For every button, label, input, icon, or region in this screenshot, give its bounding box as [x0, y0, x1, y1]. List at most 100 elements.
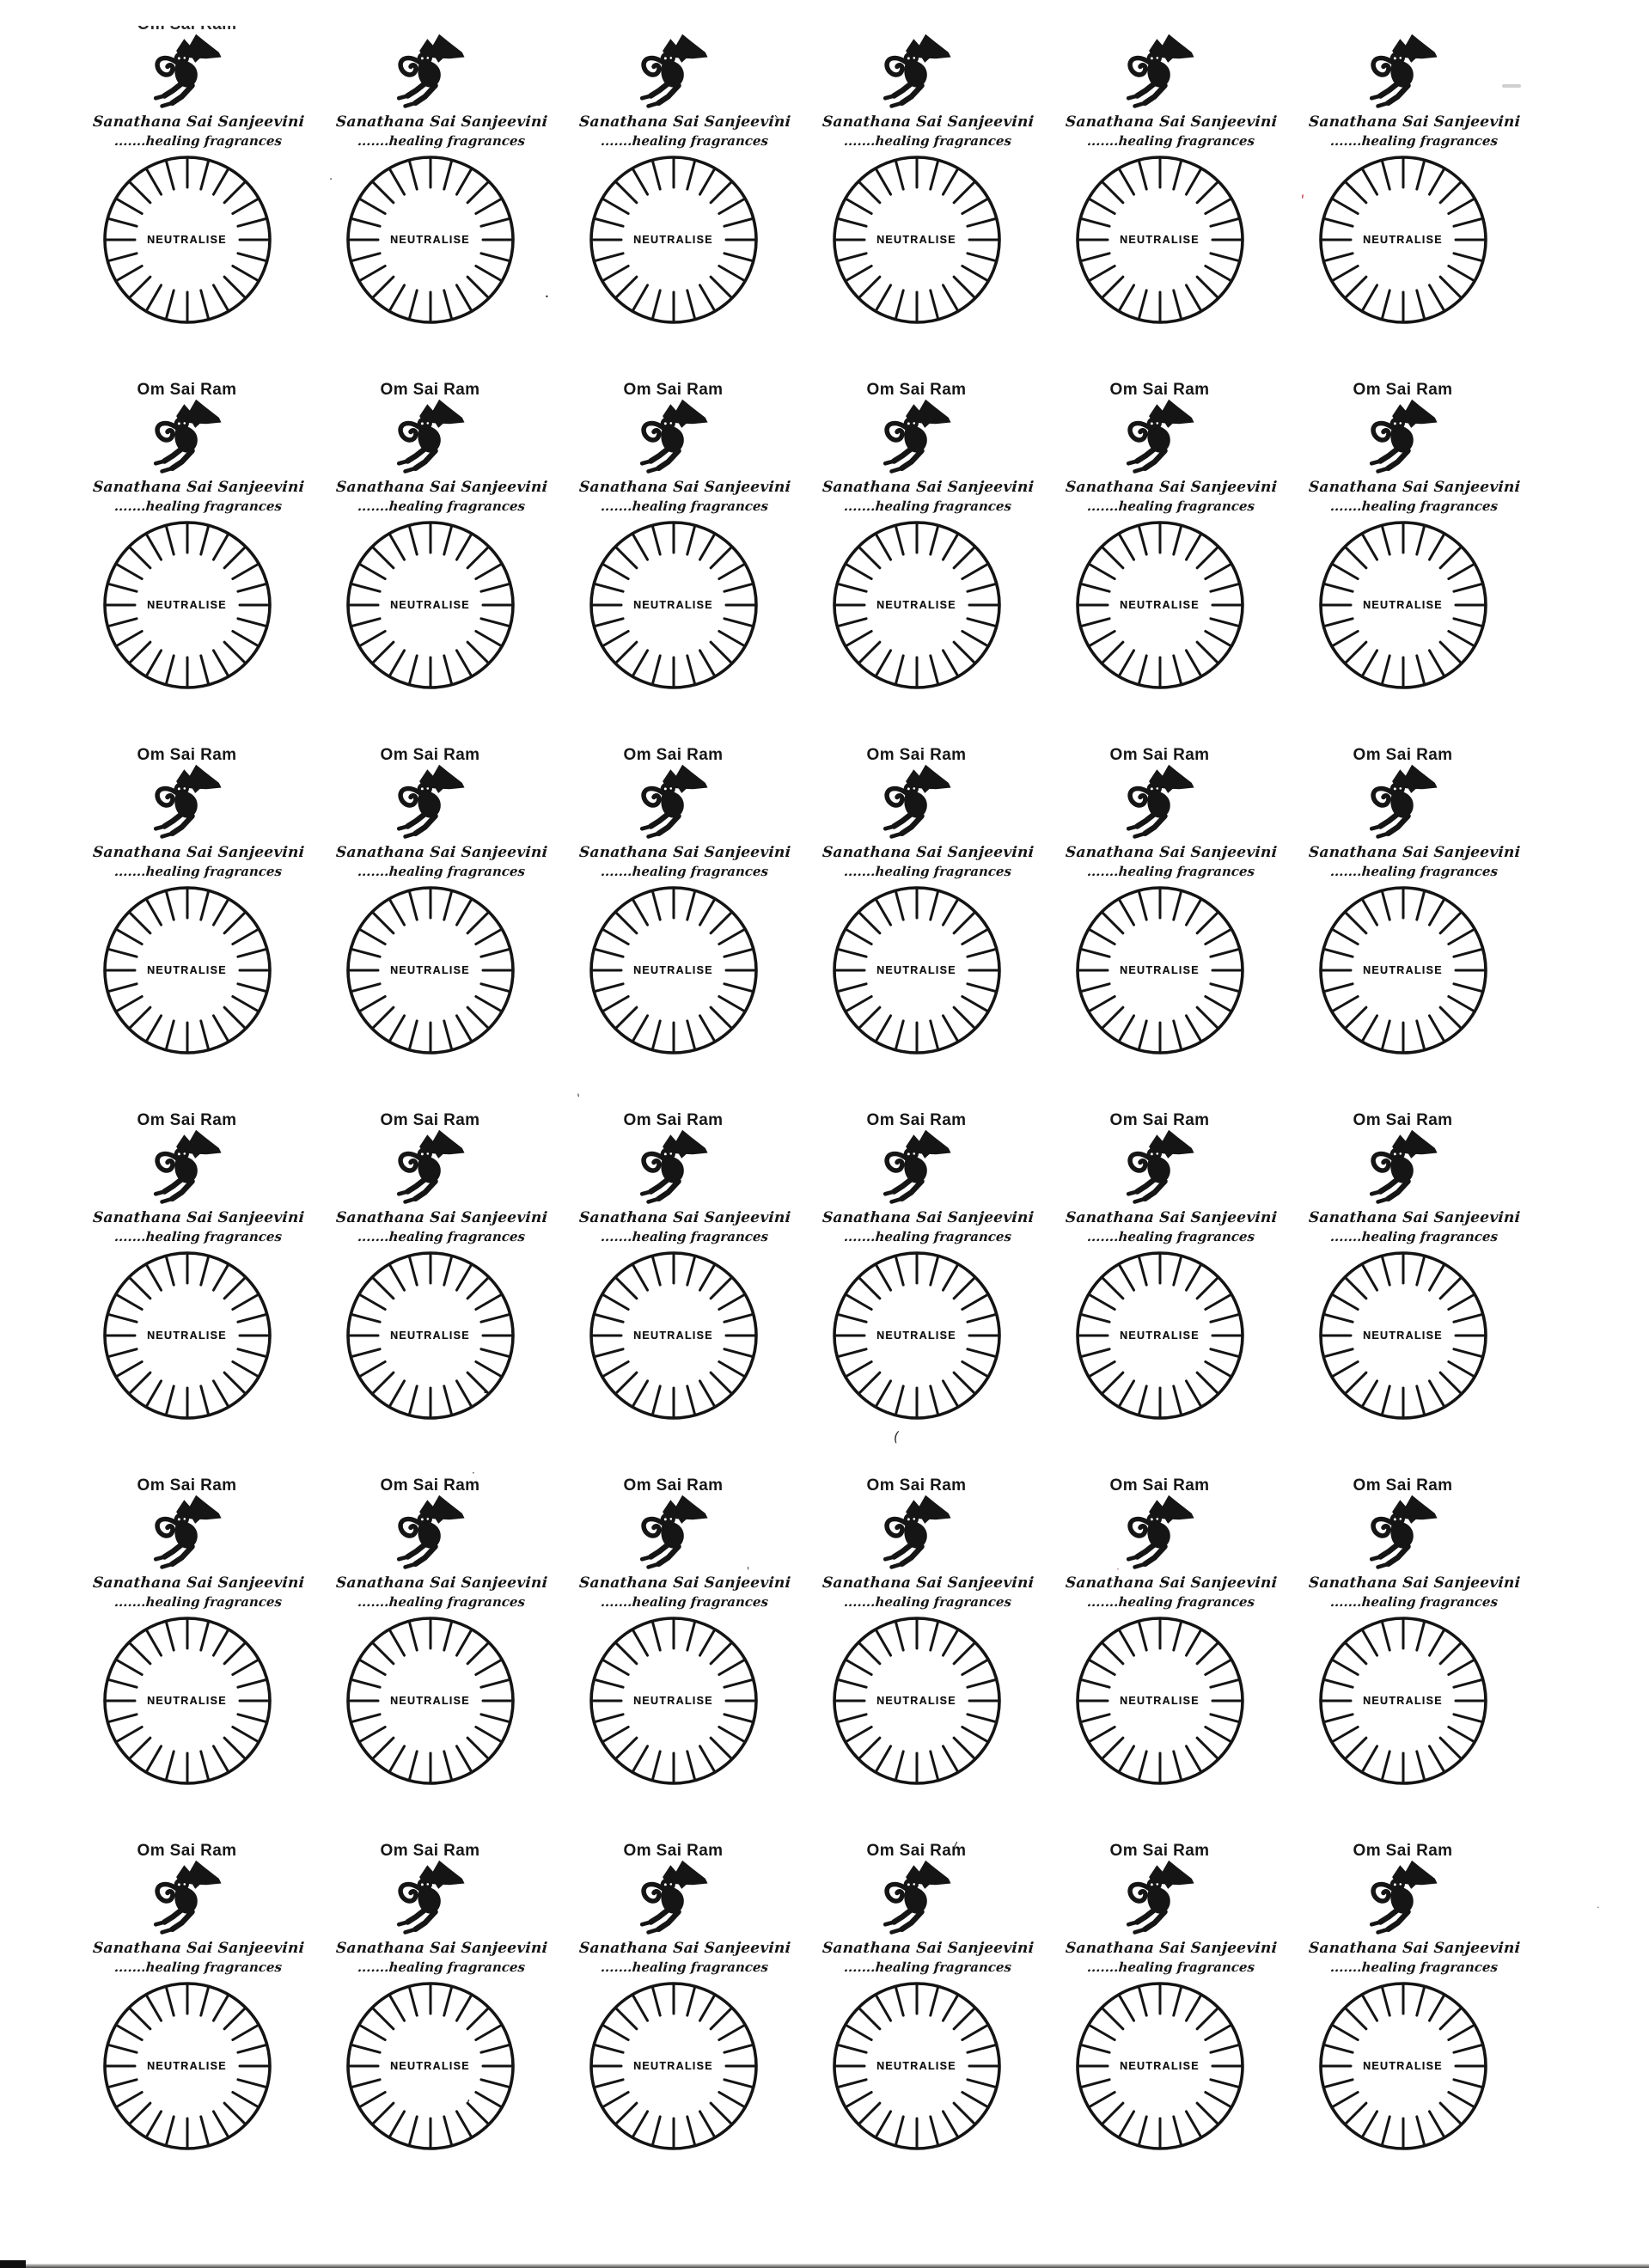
hanuman-carrying-mountain-icon	[1364, 31, 1443, 112]
brand-tagline: .......healing fragrances	[842, 1959, 1012, 1975]
om-sai-ram-label: Om Sai Ram	[1353, 746, 1453, 764]
om-sai-ram-label: Om Sai Ram	[1353, 1842, 1453, 1860]
brand-name: Sanathana Sai Sanjeevini	[91, 479, 305, 496]
neutralise-label: NEUTRALISE	[390, 1695, 470, 1707]
brand-name: Sanathana Sai Sanjeevini	[577, 1209, 791, 1226]
om-sai-ram-label: Om Sai Ram	[1353, 1476, 1453, 1495]
hanuman-carrying-mountain-icon	[391, 31, 470, 112]
brand-name: Sanathana Sai Sanjeevini	[91, 1940, 305, 1957]
neutralise-label: NEUTRALISE	[633, 1695, 713, 1707]
neutralise-dial: NEUTRALISE	[831, 1980, 1003, 2152]
neutralise-dial: NEUTRALISE	[831, 519, 1003, 691]
neutralise-dial: NEUTRALISE	[831, 1250, 1003, 1421]
om-sai-ram-label: Om Sai Ram	[137, 381, 237, 399]
hanuman-carrying-mountain-icon	[1121, 761, 1200, 842]
brand-tagline: .......healing fragrances	[842, 498, 1012, 514]
neutralise-label: NEUTRALISE	[1363, 599, 1443, 611]
brand-name: Sanathana Sai Sanjeevini	[334, 113, 548, 131]
brand-name: Sanathana Sai Sanjeevini	[577, 479, 791, 496]
hanuman-carrying-mountain-icon	[877, 396, 956, 477]
hanuman-carrying-mountain-icon	[634, 31, 713, 112]
neutralise-label: NEUTRALISE	[876, 599, 956, 611]
om-sai-ram-label: Om Sai Ram	[1109, 1111, 1210, 1129]
sticker-label: Om Sai Ram	[308, 1840, 552, 2205]
neutralise-dial: NEUTRALISE	[1317, 884, 1489, 1056]
sticker-label: Om Sai Ram	[795, 1475, 1038, 1840]
brand-name: Sanathana Sai Sanjeevini	[1307, 1940, 1521, 1957]
om-sai-ram-label: Om Sai Ram	[137, 1476, 237, 1495]
om-sai-ram-label: Om Sai Ram	[866, 1842, 967, 1860]
om-sai-ram-label: Om Sai Ram	[623, 1842, 724, 1860]
neutralise-label: NEUTRALISE	[633, 964, 713, 976]
hanuman-carrying-mountain-icon	[1121, 1492, 1200, 1573]
neutralise-label: NEUTRALISE	[147, 1695, 227, 1707]
neutralise-label: NEUTRALISE	[147, 599, 227, 611]
hanuman-carrying-mountain-icon	[391, 1857, 470, 1938]
brand-tagline: .......healing fragrances	[1328, 1594, 1499, 1610]
hanuman-carrying-mountain-icon	[634, 396, 713, 477]
hanuman-carrying-mountain-icon	[1364, 1492, 1443, 1573]
brand-name: Sanathana Sai Sanjeevini	[91, 113, 305, 131]
brand-tagline: .......healing fragrances	[1085, 1229, 1255, 1244]
sticker-label: Sanathana Sai Sanjeevini .......healing …	[1038, 14, 1281, 379]
sticker-label: Om Sai Ram	[1038, 1110, 1281, 1475]
sticker-label: Sanathana Sai Sanjeevini .......healing …	[308, 14, 552, 379]
om-sai-ram-label: Om Sai Ram	[380, 381, 480, 399]
hanuman-carrying-mountain-icon	[877, 31, 956, 112]
hanuman-carrying-mountain-icon	[1364, 1857, 1443, 1938]
hanuman-carrying-mountain-icon	[391, 761, 470, 842]
sticker-label: Om Sai Ram	[65, 1475, 308, 1840]
om-sai-ram-label: Om Sai Ram	[623, 746, 724, 764]
om-sai-ram-label-partial: Om Sai Ram	[65, 26, 308, 35]
sticker-label: Om Sai Ram	[1038, 1475, 1281, 1840]
brand-name: Sanathana Sai Sanjeevini	[821, 844, 1035, 861]
sticker-label: Om Sai Ram	[65, 1840, 308, 2205]
neutralise-label: NEUTRALISE	[390, 964, 470, 976]
brand-tagline: .......healing fragrances	[1085, 864, 1255, 879]
brand-tagline: .......healing fragrances	[356, 133, 526, 149]
sticker-label: Om Sai Ram	[1038, 1840, 1281, 2205]
brand-name: Sanathana Sai Sanjeevini	[577, 844, 791, 861]
brand-tagline: .......healing fragrances	[113, 1959, 283, 1975]
neutralise-dial: NEUTRALISE	[345, 154, 516, 326]
neutralise-dial: NEUTRALISE	[588, 154, 760, 326]
brand-tagline: .......healing fragrances	[113, 1594, 283, 1610]
brand-name: Sanathana Sai Sanjeevini	[1064, 113, 1278, 131]
brand-name: Sanathana Sai Sanjeevini	[821, 1940, 1035, 1957]
neutralise-label: NEUTRALISE	[1120, 964, 1200, 976]
neutralise-label: NEUTRALISE	[1363, 1695, 1443, 1707]
brand-name: Sanathana Sai Sanjeevini	[821, 1209, 1035, 1226]
brand-name: Sanathana Sai Sanjeevini	[821, 113, 1035, 131]
brand-tagline: .......healing fragrances	[842, 1594, 1012, 1610]
neutralise-dial: NEUTRALISE	[345, 1615, 516, 1787]
neutralise-dial: NEUTRALISE	[1074, 1250, 1246, 1421]
om-sai-ram-label: Om Sai Ram	[380, 1476, 480, 1495]
neutralise-dial: NEUTRALISE	[101, 154, 273, 326]
om-sai-ram-label: Om Sai Ram	[866, 746, 967, 764]
neutralise-label: NEUTRALISE	[1120, 2060, 1200, 2072]
hanuman-carrying-mountain-icon	[148, 31, 227, 112]
brand-tagline: .......healing fragrances	[1328, 1959, 1499, 1975]
bottom-scan-edge-corner	[0, 2260, 26, 2268]
neutralise-label: NEUTRALISE	[1363, 964, 1443, 976]
brand-tagline: .......healing fragrances	[599, 864, 769, 879]
brand-tagline: .......healing fragrances	[356, 1229, 526, 1244]
neutralise-dial: NEUTRALISE	[1317, 1615, 1489, 1787]
om-sai-ram-label: Om Sai Ram	[380, 746, 480, 764]
brand-name: Sanathana Sai Sanjeevini	[91, 1574, 305, 1592]
sticker-label: Om Sai Ram	[1281, 1475, 1524, 1840]
brand-name: Sanathana Sai Sanjeevini	[334, 1940, 548, 1957]
hanuman-carrying-mountain-icon	[148, 1857, 227, 1938]
hanuman-carrying-mountain-icon	[148, 1492, 227, 1573]
sticker-label: Om Sai Ram	[795, 744, 1038, 1110]
sticker-label: Om Sai Ram	[795, 1110, 1038, 1475]
hanuman-carrying-mountain-icon	[634, 1127, 713, 1207]
neutralise-label: NEUTRALISE	[147, 964, 227, 976]
brand-name: Sanathana Sai Sanjeevini	[821, 1574, 1035, 1592]
brand-tagline: .......healing fragrances	[842, 133, 1012, 149]
om-sai-ram-label: Om Sai Ram	[380, 1842, 480, 1860]
sticker-label: Om Sai Ram	[1038, 379, 1281, 744]
neutralise-label: NEUTRALISE	[1120, 599, 1200, 611]
neutralise-dial: NEUTRALISE	[588, 1980, 760, 2152]
hanuman-carrying-mountain-icon	[877, 761, 956, 842]
